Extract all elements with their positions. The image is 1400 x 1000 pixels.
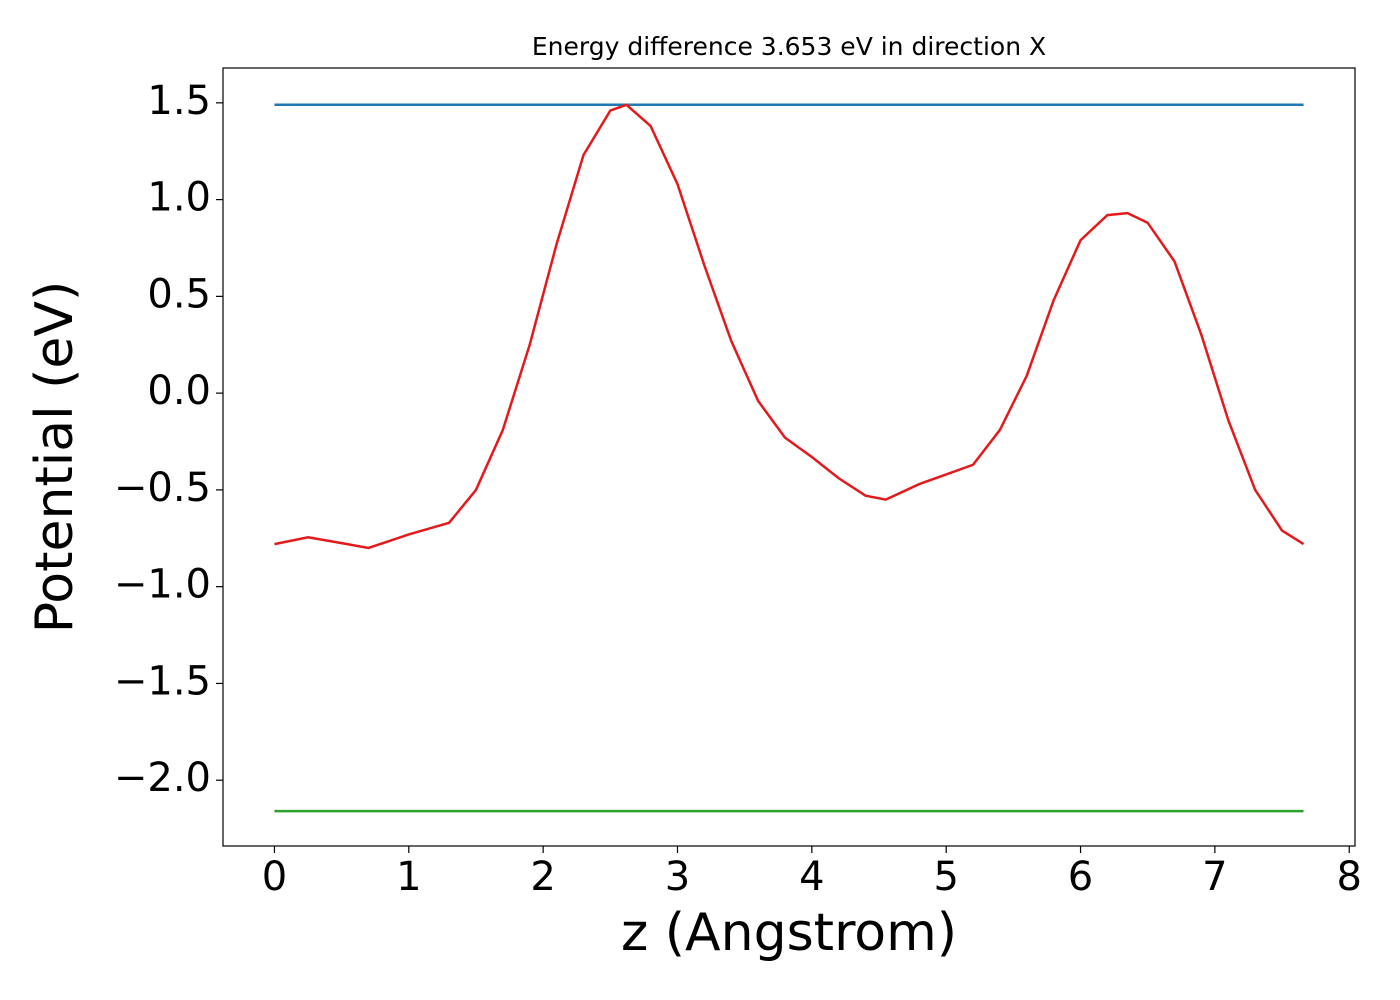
x-tick-label: 2	[530, 854, 555, 900]
x-tick-label: 7	[1202, 854, 1227, 900]
x-tick-label: 0	[262, 854, 287, 900]
x-tick-label: 5	[933, 854, 958, 900]
x-tick-label: 1	[396, 854, 421, 900]
chart-title: Energy difference 3.653 eV in direction …	[532, 32, 1046, 61]
x-tick-label: 4	[799, 854, 824, 900]
y-tick-label: 1.0	[147, 175, 211, 221]
line-series	[274, 103, 1305, 550]
y-tick-label: 0.5	[147, 271, 211, 317]
x-tick-label: 6	[1068, 854, 1093, 900]
y-tick-label: −1.5	[114, 658, 211, 704]
y-tick-label: −1.0	[114, 562, 211, 608]
x-tick-label: 8	[1336, 854, 1361, 900]
y-axis-label: Potential (eV)	[25, 281, 85, 633]
y-tick-label: −2.0	[114, 755, 211, 801]
y-tick-label: 1.5	[147, 78, 211, 124]
x-axis-label: z (Angstrom)	[621, 903, 957, 963]
x-tick-label: 3	[665, 854, 690, 900]
y-tick-label: 0.0	[147, 368, 211, 414]
plot-frame	[222, 67, 1356, 847]
y-tick-label: −0.5	[114, 465, 211, 511]
